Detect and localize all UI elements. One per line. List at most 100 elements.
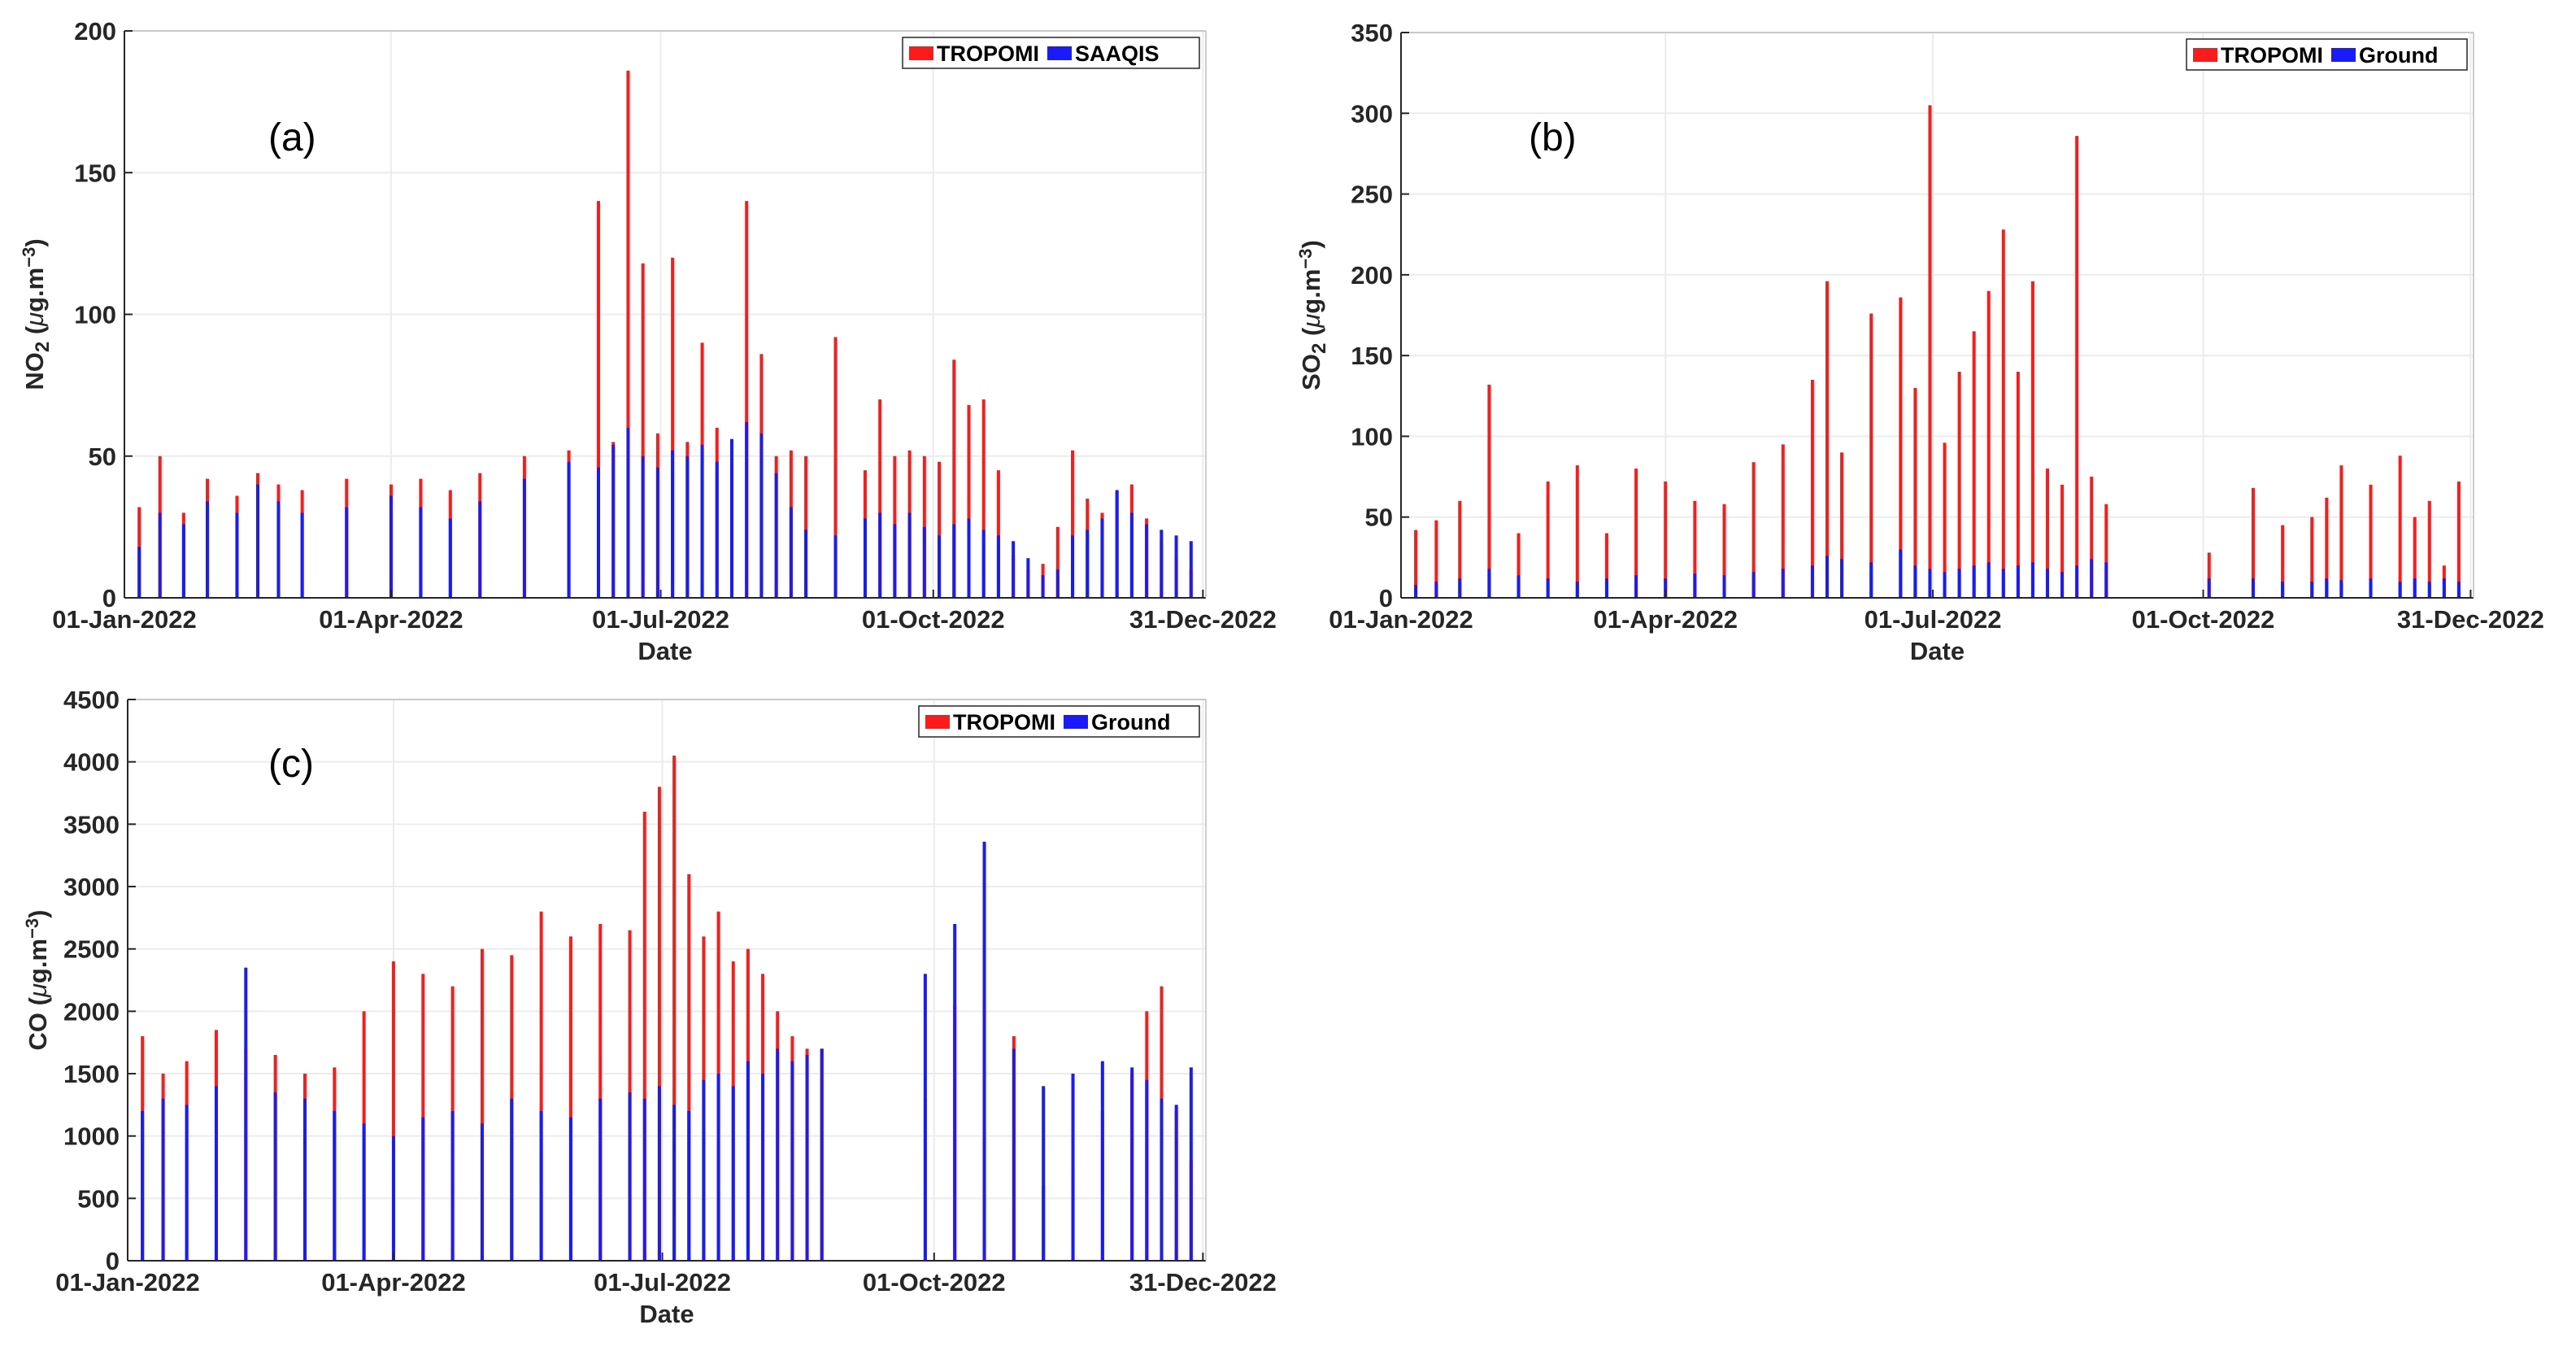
legend-label-ground: Ground <box>2359 43 2438 68</box>
bar-ground-29 <box>805 1055 809 1261</box>
bar-saaqis-41 <box>1012 541 1016 598</box>
bar-tropomi-38 <box>967 405 971 598</box>
bar-tropomi-20 <box>672 756 677 1261</box>
bar-saaqis-38 <box>967 518 971 598</box>
x-tick-label: 01-Apr-2022 <box>319 605 463 634</box>
y-tick-label: 4500 <box>63 686 120 714</box>
bar-tropomi-40 <box>2398 455 2402 598</box>
bar-tropomi-34 <box>2251 487 2255 598</box>
bar-ground-35 <box>1042 1086 1046 1261</box>
bar-ground-16 <box>1840 559 1844 598</box>
legend-box <box>2186 38 2468 71</box>
bar-ground-17 <box>628 1092 632 1261</box>
bar-tropomi-42 <box>2427 500 2431 598</box>
y-tick-label: 1000 <box>63 1122 120 1151</box>
bar-ground-5 <box>1546 578 1550 598</box>
bar-ground-43 <box>2442 578 2446 598</box>
bar-tropomi-18 <box>1899 297 1903 598</box>
bar-ground-30 <box>2075 565 2079 598</box>
legend-label-ground: Ground <box>1091 710 1170 734</box>
chart-panel-3: 0 500 1000 1500 2000 2500 3000 3500 4000 4500 01-J… <box>22 686 1277 1328</box>
bar-tropomi-4 <box>1516 533 1521 598</box>
legend-box <box>918 705 1200 738</box>
bar-tropomi-29 <box>2060 485 2065 598</box>
bar-ground-15 <box>1825 556 1829 598</box>
bar-saaqis-3 <box>206 501 210 598</box>
bar-saaqis-0 <box>137 547 141 598</box>
bar-tropomi-44 <box>1055 526 1060 598</box>
bar-ground-40 <box>2398 582 2402 598</box>
bar-saaqis-25 <box>745 421 749 598</box>
bar-tropomi-19 <box>1913 387 1917 598</box>
bar-ground-9 <box>391 1135 395 1261</box>
bar-ground-6 <box>302 1098 307 1261</box>
y-tick-label: 0 <box>1379 584 1393 612</box>
bar-tropomi-32 <box>878 399 882 598</box>
bar-tropomi-3 <box>1487 384 1491 598</box>
bar-tropomi-10 <box>1693 500 1697 598</box>
bar-ground-32 <box>953 924 957 1261</box>
bar-saaqis-53 <box>1189 541 1193 598</box>
bar-tropomi-35 <box>2281 525 2285 598</box>
bar-ground-37 <box>2325 578 2329 598</box>
bar-tropomi-40 <box>996 470 1000 598</box>
bar-ground-13 <box>1781 569 1785 598</box>
bar-saaqis-7 <box>300 512 304 598</box>
legend-swatch-tropomi <box>909 46 933 60</box>
bar-ground-40 <box>1160 1098 1164 1261</box>
bar-tropomi-25 <box>2001 229 2005 598</box>
bar-ground-21 <box>1943 572 1947 598</box>
bar-ground-34 <box>2251 578 2255 598</box>
bar-tropomi-21 <box>687 874 691 1261</box>
bar-tropomi-28 <box>2046 468 2050 598</box>
bar-saaqis-4 <box>235 512 239 598</box>
y-tick-label: 200 <box>1351 261 1393 290</box>
bar-ground-20 <box>672 1105 677 1261</box>
bar-ground-30 <box>820 1048 824 1261</box>
bar-saaqis-36 <box>938 535 942 598</box>
bar-ground-36 <box>2310 582 2314 598</box>
x-tick-label: 01-Oct-2022 <box>862 605 1005 634</box>
bar-tropomi-15 <box>568 936 572 1261</box>
bar-saaqis-40 <box>996 535 1000 598</box>
bar-ground-0 <box>1414 585 1418 598</box>
bar-tropomi-17 <box>1869 313 1873 598</box>
bar-tropomi-22 <box>1957 372 1961 598</box>
bar-ground-8 <box>1634 575 1638 598</box>
bar-tropomi-12 <box>480 948 484 1261</box>
legend-label-tropomi: TROPOMI <box>2221 43 2323 68</box>
bar-tropomi-7 <box>1604 533 1608 598</box>
bar-ground-24 <box>1986 562 1991 598</box>
legend-swatch-ground <box>1064 715 1088 729</box>
bar-saaqis-42 <box>1026 558 1030 598</box>
x-tick-label: 01-Jan-2022 <box>55 1268 200 1297</box>
bar-ground-10 <box>421 1117 425 1261</box>
bar-tropomi-14 <box>539 911 543 1261</box>
bar-ground-44 <box>2456 582 2461 598</box>
y-tick-label: 4000 <box>63 748 120 777</box>
bar-saaqis-51 <box>1160 530 1164 598</box>
bar-ground-33 <box>982 841 986 1261</box>
y-tick-label: 150 <box>74 159 116 187</box>
bar-ground-7 <box>1604 578 1608 598</box>
y-tick-label: 50 <box>89 442 116 471</box>
bar-saaqis-1 <box>158 512 162 598</box>
bar-ground-32 <box>2104 562 2108 598</box>
x-tick-label: 01-Jul-2022 <box>1865 605 2002 634</box>
bar-saaqis-10 <box>419 507 423 598</box>
bar-saaqis-21 <box>685 455 690 598</box>
bar-tropomi-16 <box>598 924 603 1261</box>
bar-tropomi-30 <box>2075 136 2079 599</box>
bar-ground-39 <box>2369 578 2373 598</box>
bar-tropomi-41 <box>2413 516 2417 598</box>
bar-ground-11 <box>1722 575 1726 598</box>
bar-tropomi-9 <box>1664 482 1668 598</box>
bar-tropomi-9 <box>391 961 395 1261</box>
x-tick-label: 01-Jul-2022 <box>592 605 729 634</box>
bar-ground-3 <box>214 1086 218 1261</box>
bar-saaqis-26 <box>759 433 764 598</box>
bar-tropomi-44 <box>2456 482 2461 598</box>
bar-tropomi-31 <box>2090 477 2094 598</box>
bar-tropomi-33 <box>2207 552 2211 598</box>
